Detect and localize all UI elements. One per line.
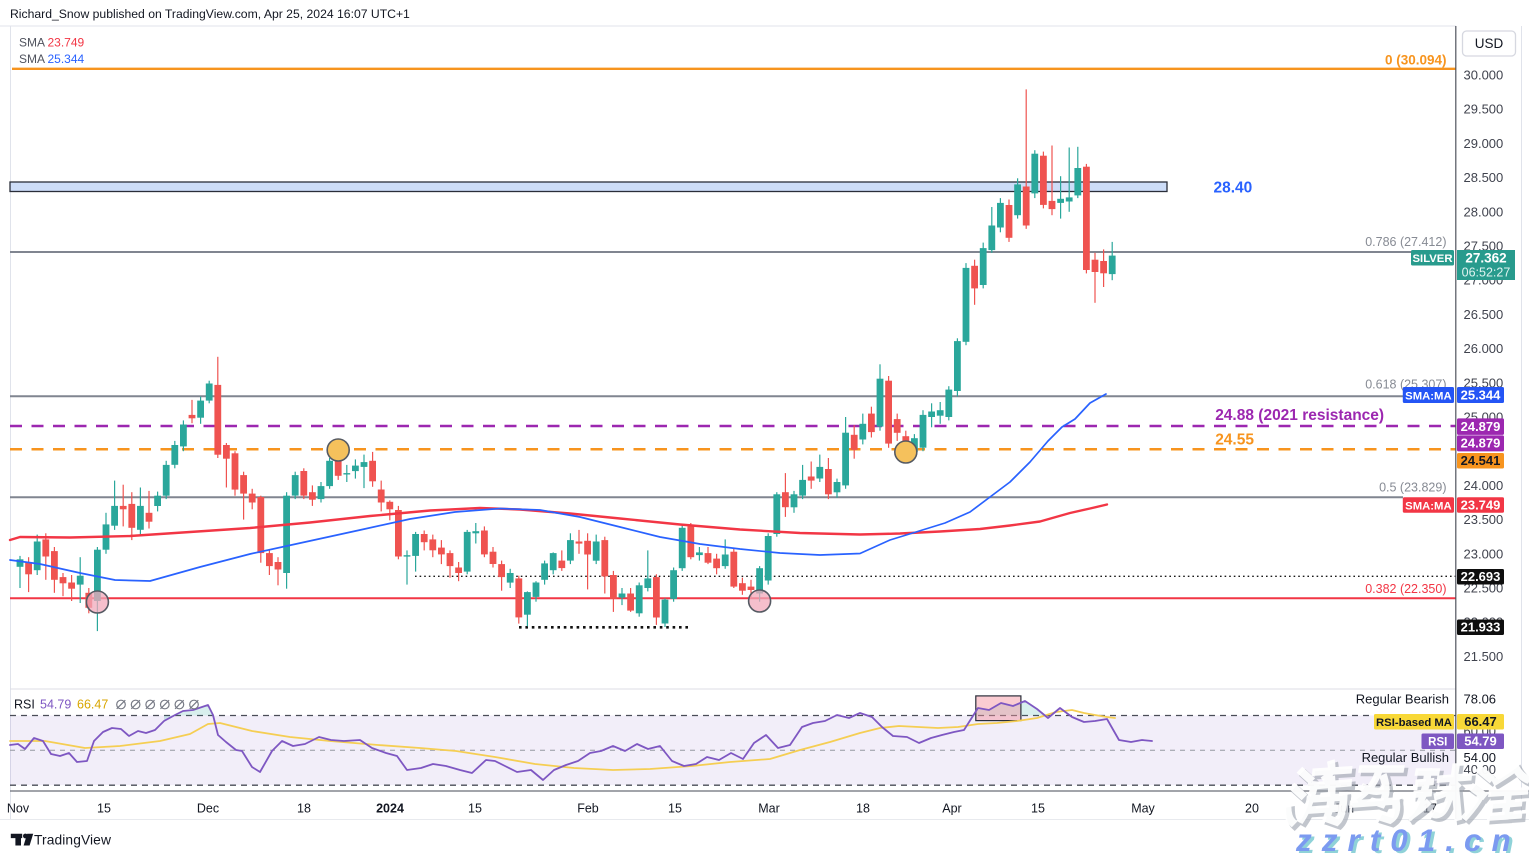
svg-text:15: 15: [1031, 802, 1045, 816]
svg-text:25.344: 25.344: [48, 52, 85, 66]
svg-text:18: 18: [297, 802, 311, 816]
svg-text:Regular Bearish: Regular Bearish: [1356, 692, 1449, 707]
svg-text:25.500: 25.500: [1464, 375, 1504, 390]
svg-text:28.000: 28.000: [1464, 204, 1504, 219]
svg-text:06:52:27: 06:52:27: [1462, 266, 1511, 280]
svg-text:2024: 2024: [376, 802, 404, 816]
svg-text:RSI: RSI: [14, 698, 35, 712]
svg-text:0.786 (27.412): 0.786 (27.412): [1365, 235, 1446, 249]
svg-text:SMA:MA: SMA:MA: [1405, 500, 1451, 512]
svg-text:Nov: Nov: [7, 802, 30, 816]
svg-text:29.000: 29.000: [1464, 136, 1504, 151]
svg-text:SMA: SMA: [19, 36, 45, 50]
svg-text:27.362: 27.362: [1465, 251, 1506, 266]
svg-text:28.500: 28.500: [1464, 170, 1504, 185]
svg-text:28.40: 28.40: [1214, 180, 1253, 197]
svg-text:Richard_Snow published on Trad: Richard_Snow published on TradingView.co…: [10, 7, 410, 21]
svg-text:25.344: 25.344: [1461, 387, 1502, 402]
svg-text:66.47: 66.47: [1464, 714, 1497, 729]
svg-text:SMA: SMA: [19, 52, 45, 66]
svg-text:May: May: [1131, 802, 1155, 816]
svg-text:27.500: 27.500: [1464, 239, 1504, 254]
svg-text:66.47: 66.47: [77, 698, 108, 712]
svg-text:23.500: 23.500: [1464, 512, 1504, 527]
svg-text:zzrt01.cn: zzrt01.cn: [1298, 824, 1524, 857]
svg-text:Mar: Mar: [758, 802, 780, 816]
svg-text:24.879: 24.879: [1461, 436, 1501, 451]
svg-text:21.933: 21.933: [1461, 620, 1501, 635]
svg-text:0.5 (23.829): 0.5 (23.829): [1379, 481, 1446, 495]
svg-text:54.79: 54.79: [1464, 734, 1497, 749]
svg-text:78.06: 78.06: [1464, 692, 1497, 707]
svg-text:Dec: Dec: [197, 802, 219, 816]
svg-text:21.500: 21.500: [1464, 649, 1504, 664]
svg-text:RSI: RSI: [1428, 737, 1447, 749]
svg-text:24.000: 24.000: [1464, 478, 1504, 493]
svg-text:TradingView: TradingView: [34, 833, 111, 848]
svg-text:24.541: 24.541: [1461, 453, 1501, 468]
svg-text:22.693: 22.693: [1461, 569, 1501, 584]
svg-text:zzrt01.cn: zzrt01.cn: [1295, 822, 1521, 857]
svg-text:0.382 (22.350): 0.382 (22.350): [1365, 582, 1446, 596]
svg-text:30.000: 30.000: [1464, 68, 1504, 83]
svg-text:54.79: 54.79: [40, 698, 71, 712]
svg-text:Feb: Feb: [577, 802, 599, 816]
svg-text:SMA:MA: SMA:MA: [1405, 390, 1451, 402]
svg-text:0 (30.094): 0 (30.094): [1385, 53, 1447, 68]
svg-text:USD: USD: [1475, 36, 1504, 51]
svg-text:Apr: Apr: [942, 802, 961, 816]
svg-text:29.500: 29.500: [1464, 102, 1504, 117]
svg-text:18: 18: [856, 802, 870, 816]
svg-text:24.879: 24.879: [1461, 419, 1501, 434]
svg-text:23.000: 23.000: [1464, 546, 1504, 561]
svg-text:24.55: 24.55: [1215, 432, 1254, 449]
svg-text:RSI-based MA: RSI-based MA: [1376, 717, 1452, 729]
svg-text:15: 15: [668, 802, 682, 816]
svg-text:24.88 (2021 resistance): 24.88 (2021 resistance): [1215, 407, 1384, 424]
svg-text:26.500: 26.500: [1464, 307, 1504, 322]
svg-text:26.000: 26.000: [1464, 341, 1504, 356]
svg-text:15: 15: [468, 802, 482, 816]
svg-text:54.00: 54.00: [1464, 750, 1497, 765]
svg-text:23.749: 23.749: [1461, 497, 1501, 512]
svg-text:15: 15: [97, 802, 111, 816]
svg-text:20: 20: [1245, 802, 1259, 816]
svg-text:Regular Bullish: Regular Bullish: [1362, 750, 1449, 765]
svg-text:SILVER: SILVER: [1413, 253, 1453, 265]
svg-text:23.749: 23.749: [48, 36, 85, 50]
